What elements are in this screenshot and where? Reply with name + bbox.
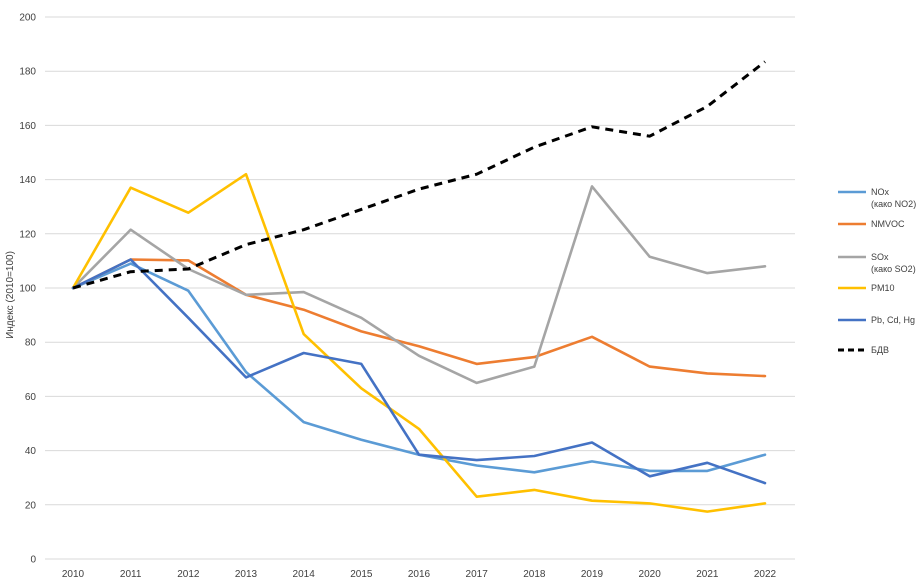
y-axis-ticks: 0 20 40 60 80 100 120 140 160 180 200 (19, 13, 36, 566)
x-tick-label: 2013 (235, 569, 258, 580)
y-tick-label: 200 (19, 13, 36, 24)
x-tick-label: 2010 (62, 569, 85, 580)
x-tick-label: 2018 (523, 569, 546, 580)
legend-label: PM10 (871, 283, 895, 293)
series-lines (71, 60, 767, 513)
x-tick-label: 2017 (466, 569, 489, 580)
x-tick-label: 2011 (120, 569, 142, 580)
y-tick-label: 40 (25, 446, 37, 457)
legend-label: Pb, Cd, Hg (871, 315, 915, 325)
series-line-1 (71, 258, 767, 378)
x-tick-label: 2012 (177, 569, 200, 580)
x-tick-label: 2022 (754, 569, 777, 580)
y-tick-label: 140 (19, 175, 36, 186)
y-tick-label: 0 (30, 555, 36, 566)
x-tick-label: 2014 (293, 569, 316, 580)
x-tick-label: 2019 (581, 569, 604, 580)
x-tick-label: 2021 (696, 569, 719, 580)
y-tick-label: 80 (25, 338, 37, 349)
x-tick-label: 2016 (408, 569, 431, 580)
series-line-3 (71, 172, 767, 513)
legend-label: NMVOC (871, 219, 905, 229)
y-tick-label: 60 (25, 392, 37, 403)
y-tick-label: 160 (19, 121, 36, 132)
series-line-4 (71, 258, 767, 485)
legend: NOx (како NO2) NMVOC SOx (како SO2) PM10 Pb, C… (838, 187, 916, 355)
y-tick-label: 20 (25, 500, 37, 511)
y-axis-label: Индекс (2010=100) (5, 251, 16, 339)
x-axis-ticks: 2010 2011 2012 2013 2014 2015 2016 2017 2018 2019… (62, 569, 777, 580)
series-line-5 (72, 60, 766, 290)
y-tick-label: 100 (19, 284, 36, 295)
legend-label: NOx (871, 187, 890, 197)
legend-label: SOx (871, 252, 889, 262)
x-tick-label: 2015 (350, 569, 373, 580)
x-tick-label: 2020 (639, 569, 662, 580)
gridlines (45, 16, 795, 560)
y-tick-label: 120 (19, 229, 36, 240)
legend-label-sub: (како NO2) (871, 199, 916, 209)
legend-label: БДВ (871, 345, 889, 355)
y-tick-label: 180 (19, 67, 36, 78)
legend-label-sub: (како SO2) (871, 264, 916, 274)
